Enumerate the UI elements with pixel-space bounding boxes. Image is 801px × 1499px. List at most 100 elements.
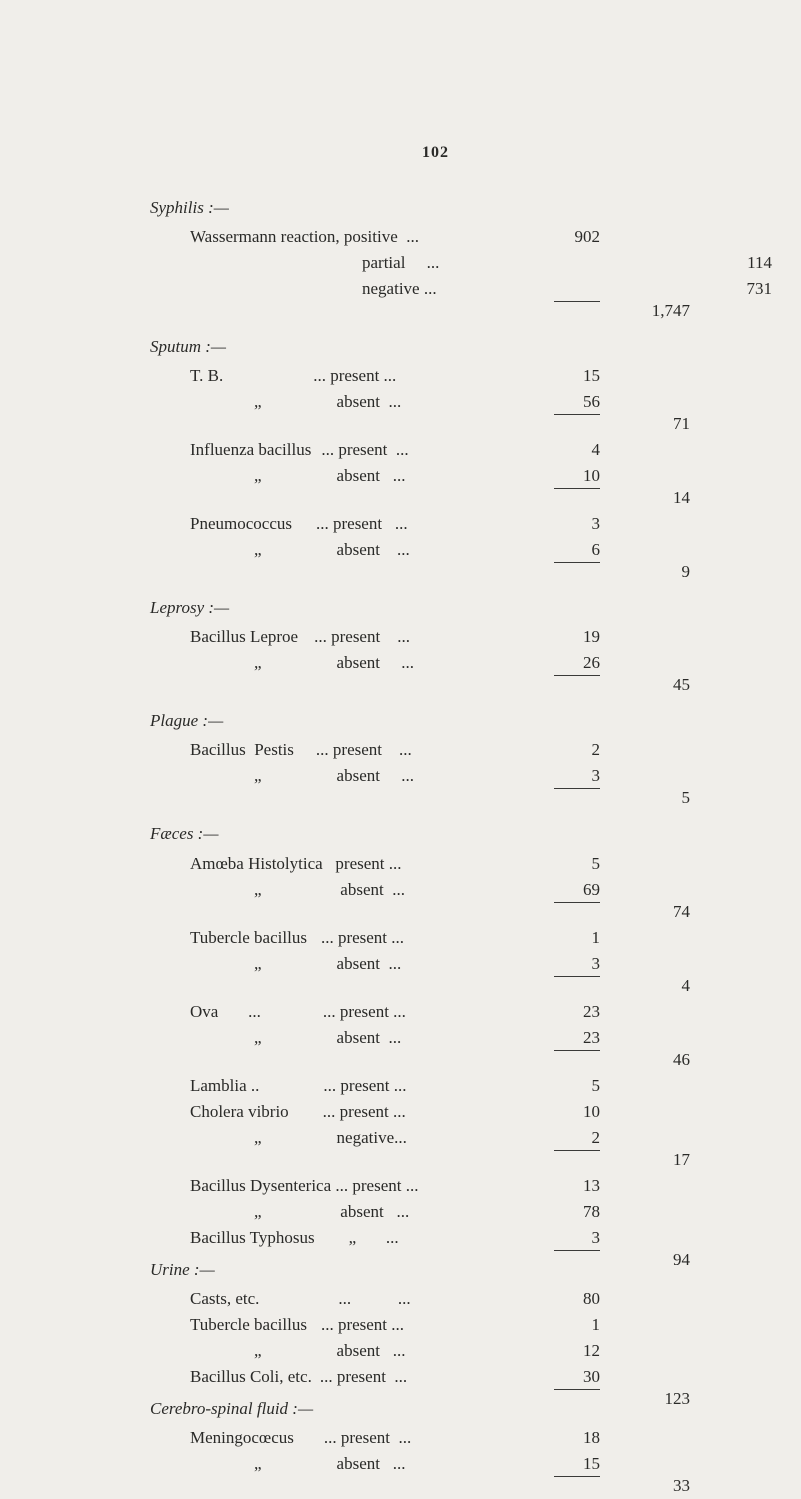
mid: ... present ... bbox=[321, 928, 404, 947]
mid: negative... bbox=[320, 1128, 407, 1147]
ditto: „ bbox=[190, 392, 262, 411]
label: Lamblia .. bbox=[190, 1076, 259, 1095]
label: Cholera vibrio bbox=[190, 1102, 289, 1121]
value: 30 bbox=[520, 1363, 610, 1390]
ditto: „ bbox=[190, 1454, 262, 1473]
subtotal: 9 bbox=[610, 558, 700, 585]
subtotal: 74 bbox=[610, 898, 700, 925]
section-heading-faeces: Fæces :— bbox=[150, 820, 721, 847]
value: 23 bbox=[520, 998, 610, 1025]
value: 2 bbox=[520, 1124, 610, 1151]
mid: absent ... bbox=[320, 766, 414, 785]
value: 3 bbox=[520, 1224, 610, 1251]
mid: ... present ... bbox=[316, 514, 408, 533]
row: Bacillus Leproe ... present ... 19 bbox=[150, 623, 721, 649]
value: 23 bbox=[520, 1024, 610, 1051]
mid: ... present ... bbox=[323, 1076, 406, 1095]
value: 1 bbox=[520, 1311, 610, 1338]
section-heading-syphilis: Syphilis :— bbox=[150, 194, 721, 221]
mid: ... present ... bbox=[323, 1102, 406, 1121]
label: Tubercle bacillus bbox=[190, 1315, 307, 1334]
label: Pneumococcus bbox=[190, 514, 292, 533]
subtotal: 45 bbox=[610, 671, 700, 698]
mid: absent ... bbox=[328, 1202, 410, 1221]
subtotal: 17 bbox=[610, 1146, 700, 1173]
mid: „ ... bbox=[315, 1228, 399, 1247]
mid: absent ... bbox=[320, 1341, 406, 1360]
mid: ... present ... bbox=[323, 1002, 406, 1021]
subtotal: 94 bbox=[610, 1246, 700, 1273]
mid: absent ... bbox=[320, 1028, 402, 1047]
row: T. B. ... present ... 15 bbox=[150, 362, 721, 388]
value: 19 bbox=[520, 623, 610, 650]
label: Ova ... bbox=[190, 1002, 261, 1021]
subtotal: 123 bbox=[610, 1385, 700, 1412]
value: 902 bbox=[520, 223, 610, 250]
label: T. B. bbox=[190, 366, 223, 385]
label: Bacillus Leproe bbox=[190, 627, 298, 646]
mid: absent ... bbox=[320, 392, 402, 411]
ditto: „ bbox=[190, 1128, 262, 1147]
value: 69 bbox=[520, 876, 610, 903]
value: 2 bbox=[520, 736, 610, 763]
value: 3 bbox=[520, 762, 610, 789]
ditto: „ bbox=[190, 880, 262, 899]
subtotal: 1,747 bbox=[610, 297, 700, 324]
value: 10 bbox=[520, 462, 610, 489]
value: 15 bbox=[520, 362, 610, 389]
mid: present ... bbox=[323, 854, 402, 873]
page: 102 Syphilis :— Wassermann reaction, pos… bbox=[0, 0, 801, 1498]
ditto: „ bbox=[190, 1202, 262, 1221]
value: 5 bbox=[520, 850, 610, 877]
mid: absent ... bbox=[320, 954, 402, 973]
value: 80 bbox=[520, 1285, 610, 1312]
mid: absent ... bbox=[320, 653, 414, 672]
ditto: „ bbox=[190, 540, 262, 559]
section-heading-leprosy: Leprosy :— bbox=[150, 594, 721, 621]
value: 26 bbox=[520, 649, 610, 676]
label: Bacillus Dysenterica ... present ... bbox=[190, 1176, 419, 1195]
mid: ... ... bbox=[321, 1289, 410, 1308]
mid: absent ... bbox=[320, 540, 410, 559]
value: 18 bbox=[520, 1424, 610, 1451]
mid: absent ... bbox=[320, 466, 406, 485]
row: Pneumococcus ... present ... 3 bbox=[150, 510, 721, 536]
label: Casts, etc. bbox=[190, 1289, 259, 1308]
value: 3 bbox=[520, 950, 610, 977]
ditto: „ bbox=[190, 653, 262, 672]
value: 3 bbox=[520, 510, 610, 537]
subtotal: 14 bbox=[610, 484, 700, 511]
value: 4 bbox=[520, 436, 610, 463]
value: 1 bbox=[520, 924, 610, 951]
label: Bacillus Typhosus bbox=[190, 1228, 315, 1247]
page-number: 102 bbox=[150, 140, 721, 166]
value: 15 bbox=[520, 1450, 610, 1477]
label: Meningocœcus bbox=[190, 1428, 294, 1447]
value: 731 bbox=[692, 275, 782, 302]
value: 56 bbox=[520, 388, 610, 415]
section-heading-sputum: Sputum :— bbox=[150, 333, 721, 360]
row: Bacillus Pestis ... present ... 2 bbox=[150, 736, 721, 762]
value: 114 bbox=[692, 249, 782, 276]
section-heading-plague: Plague :— bbox=[150, 707, 721, 734]
mid: absent ... bbox=[320, 1454, 406, 1473]
mid: ... present ... bbox=[314, 627, 410, 646]
subtotal: 46 bbox=[610, 1046, 700, 1073]
mid: ... present ... bbox=[316, 740, 412, 759]
subtotal: 33 bbox=[610, 1472, 700, 1499]
value: 12 bbox=[520, 1337, 610, 1364]
ditto: „ bbox=[190, 466, 262, 485]
mid: ... present ... bbox=[321, 440, 408, 459]
row: Influenza bacillus... present ... 4 bbox=[150, 436, 721, 462]
label: Bacillus Pestis bbox=[190, 740, 294, 759]
subtotal: 5 bbox=[610, 784, 700, 811]
value: 5 bbox=[520, 1072, 610, 1099]
mid: ... present ... bbox=[320, 1367, 407, 1386]
value: 10 bbox=[520, 1098, 610, 1125]
subtotal: 71 bbox=[610, 410, 700, 437]
mid: ... present ... bbox=[313, 366, 396, 385]
ditto: „ bbox=[190, 1028, 262, 1047]
value: 13 bbox=[520, 1172, 610, 1199]
label: Wassermann reaction, positive ... bbox=[190, 223, 520, 250]
label: Tubercle bacillus bbox=[190, 928, 307, 947]
